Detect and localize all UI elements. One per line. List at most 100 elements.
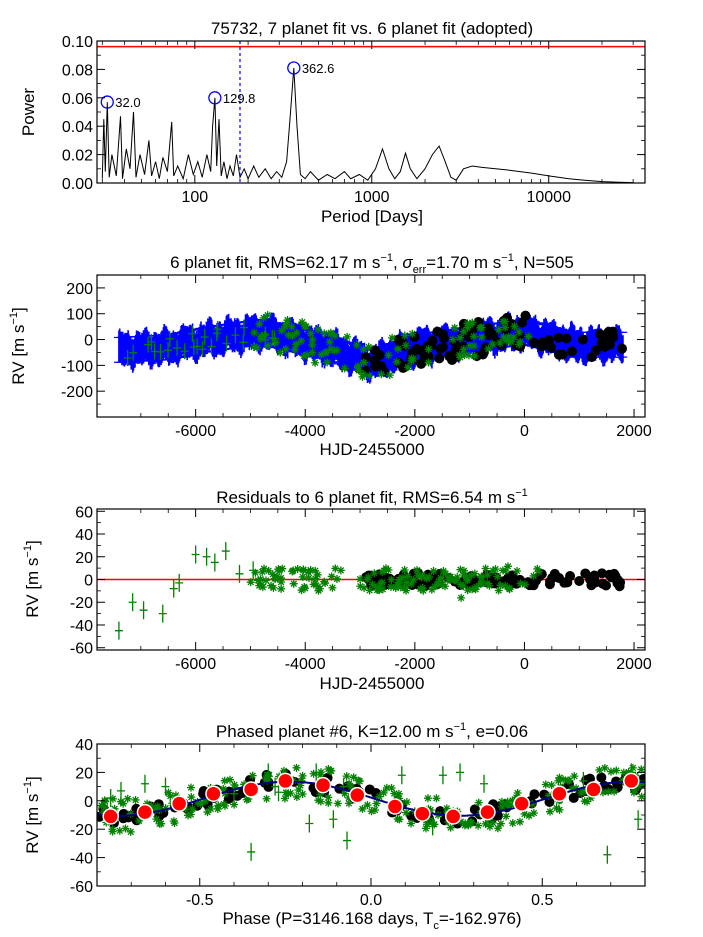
residuals-y-tick-label: -20	[70, 595, 93, 612]
phased-star-point	[554, 776, 563, 785]
star-point	[456, 353, 465, 362]
star-point	[298, 318, 307, 327]
phased-star-point	[485, 822, 494, 831]
phased-plus-point	[480, 774, 489, 793]
phased-star-point	[101, 797, 110, 806]
periodogram-y-tick-label: 0.06	[62, 91, 93, 108]
rv-fit-title-sigma: σ	[402, 253, 413, 272]
phased-star-point	[612, 766, 621, 775]
residual-star-point	[476, 579, 485, 588]
rv-fit-title: 6 planet fit, RMS=62.17 m s−1, σerr=1.70…	[170, 252, 574, 276]
residual-keck-point	[549, 568, 560, 579]
phased-star-point	[281, 788, 290, 797]
keck-point	[536, 341, 547, 352]
rv-fit-x-tick-label: 2000	[616, 423, 652, 440]
residual-star-point	[457, 593, 466, 602]
star-point	[496, 339, 505, 348]
residual-star-point	[430, 582, 439, 591]
keck-point	[605, 339, 616, 350]
residual-star-point	[386, 582, 395, 591]
residual-star-point	[365, 586, 374, 595]
phased-star-point	[600, 763, 609, 772]
binned-point	[205, 785, 222, 802]
residual-keck-point	[597, 578, 608, 589]
residuals-x-label: HJD-2455000	[320, 674, 425, 693]
rv-fit-title-b: ,	[393, 253, 402, 272]
residual-star-point	[378, 585, 387, 594]
star-point	[424, 358, 433, 367]
residual-star-point	[311, 566, 320, 575]
plus-point	[164, 342, 173, 359]
star-point	[297, 336, 306, 345]
residual-star-point	[393, 580, 402, 589]
plus-point	[188, 325, 197, 342]
star-point	[308, 348, 317, 357]
residual-star-point	[374, 585, 383, 594]
peak-label: 129.8	[223, 91, 256, 106]
rv-fit-y-tick-label: -100	[61, 358, 93, 375]
residuals-panel: Residuals to 6 planet fit, RMS=6.54 m s−…	[22, 487, 652, 693]
star-point	[460, 351, 469, 360]
residuals-y-label: RV [m s−1]	[22, 540, 42, 617]
plus-point	[239, 334, 248, 351]
residual-star-point	[501, 566, 510, 575]
residual-plus-point	[249, 561, 258, 580]
periodogram-panel: 75732, 7 planet fit vs. 6 planet fit (ad…	[19, 19, 646, 226]
star-point	[308, 335, 317, 344]
star-point	[249, 343, 258, 352]
rv-fit-y-tick-label: 200	[66, 281, 93, 298]
rv-fit-x-tick-label: 0	[520, 423, 529, 440]
rv-fit-y-tick-label: 100	[66, 307, 93, 324]
phased-star-point	[316, 797, 325, 806]
star-point	[277, 326, 286, 335]
periodogram-x-label: Period [Days]	[321, 207, 423, 226]
binned-point	[314, 776, 332, 794]
phased-star-point	[181, 805, 190, 814]
peak-label: 32.0	[115, 95, 140, 110]
phased-x-label: Phase (P=3146.168 days, Tc=-162.976)	[222, 909, 521, 932]
residual-plus-point	[139, 601, 148, 620]
phased-star-point	[446, 823, 455, 832]
binned-point	[136, 803, 154, 821]
periodogram-power-line	[101, 67, 634, 183]
phased-plus-point	[312, 763, 321, 782]
periodogram-x-tick-label: 1000	[354, 189, 390, 206]
binned-point	[414, 805, 431, 822]
residual-star-point	[360, 583, 369, 592]
phased-star-point	[363, 801, 372, 810]
residual-star-point	[289, 579, 298, 588]
star-point	[271, 338, 280, 347]
residual-star-point	[306, 566, 315, 575]
peak-circle	[208, 91, 222, 105]
peak-circle	[100, 95, 114, 109]
phased-star-point	[110, 804, 119, 813]
phased-star-point	[298, 771, 307, 780]
residual-star-point	[277, 578, 286, 587]
phased-plus-point	[116, 781, 125, 800]
phased-star-point	[349, 773, 358, 782]
residual-star-point	[268, 570, 277, 579]
binned-point	[623, 772, 640, 790]
phased-star-point	[442, 804, 451, 813]
star-point	[308, 341, 317, 350]
residual-star-point	[254, 576, 263, 585]
star-point	[359, 345, 368, 354]
plus-point	[239, 319, 248, 336]
keck-point	[520, 310, 531, 321]
residual-star-point	[459, 570, 468, 579]
residuals-title: Residuals to 6 planet fit, RMS=6.54 m s−…	[216, 487, 528, 507]
residual-star-point	[434, 577, 443, 586]
keck-point	[432, 326, 443, 337]
plus-point	[212, 325, 221, 342]
phased-star-point	[219, 784, 228, 793]
phased-x-tick-label: 0.5	[531, 892, 553, 909]
residual-star-point	[445, 575, 454, 584]
phased-star-point	[493, 824, 502, 833]
residual-star-point	[403, 572, 412, 581]
rv-fit-title-a-sup: −1	[380, 252, 393, 264]
keck-point	[553, 349, 564, 360]
star-point	[392, 357, 401, 366]
residual-star-point	[402, 578, 411, 587]
binned-point	[551, 785, 568, 802]
binned-point	[170, 795, 188, 812]
